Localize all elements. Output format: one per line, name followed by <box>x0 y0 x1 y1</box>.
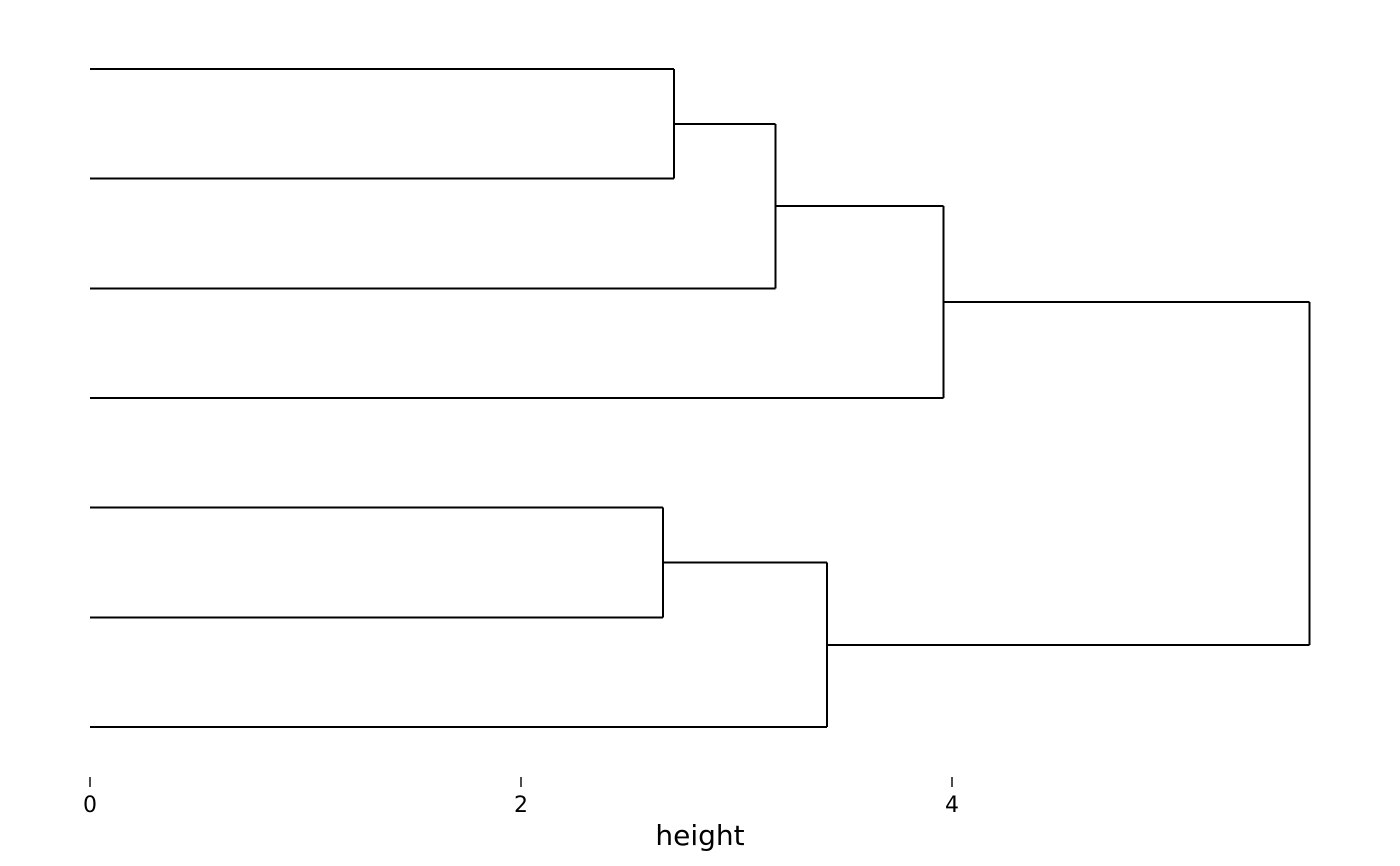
x-tick-label: 0 <box>83 793 97 818</box>
dendrogram-tree <box>90 68 1311 729</box>
x-tick-label: 2 <box>514 793 528 818</box>
x-axis: 0 2 4 <box>83 777 959 818</box>
x-tick-label: 4 <box>945 793 959 818</box>
x-axis-label: height <box>655 819 744 852</box>
